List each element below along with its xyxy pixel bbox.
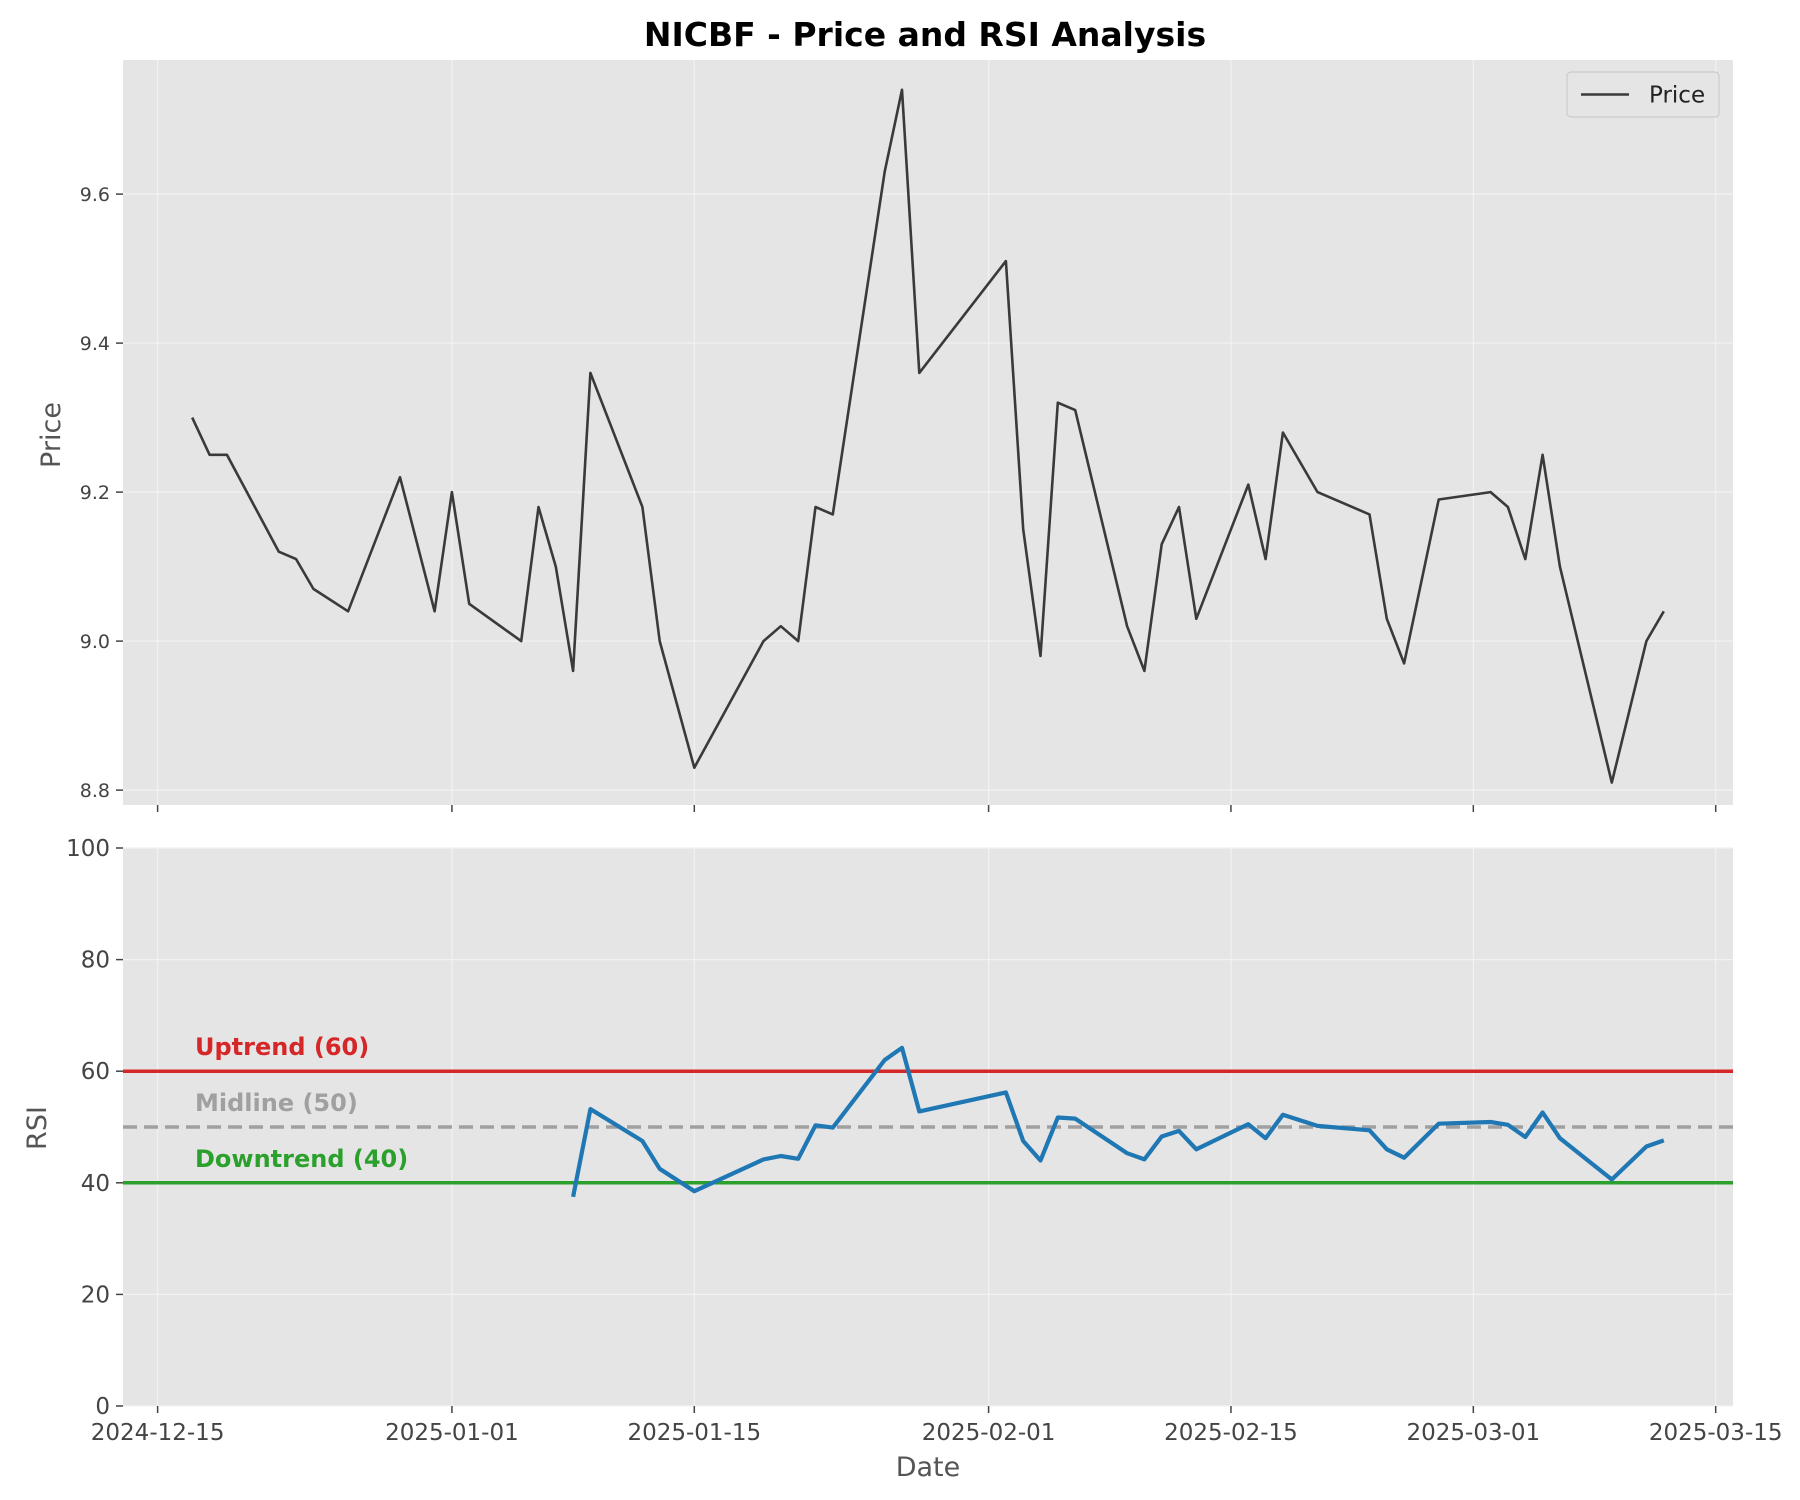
price-panel-background bbox=[123, 60, 1733, 805]
price-panel-ytick-label-4: 9.6 bbox=[80, 184, 110, 206]
price-panel-ytick-label-1: 9.0 bbox=[80, 631, 110, 653]
rsi-panel-ytick-label-4: 80 bbox=[81, 948, 110, 974]
rsi-panel-ytick-label-2: 40 bbox=[81, 1171, 110, 1197]
x-tick-label-1: 2025-01-01 bbox=[385, 1420, 519, 1446]
rsi-series-line bbox=[571, 1045, 1665, 1198]
x-tick-label-3: 2025-02-01 bbox=[922, 1420, 1056, 1446]
x-tick-label-2: 2025-01-15 bbox=[627, 1420, 761, 1446]
price-panel-ytick-label-2: 9.2 bbox=[80, 482, 110, 504]
rsi-panel-ytick-label-3: 60 bbox=[81, 1059, 110, 1085]
x-tick-label-6: 2025-03-15 bbox=[1649, 1420, 1783, 1446]
reference-lines bbox=[123, 1069, 1733, 1185]
price-axis-label: Price bbox=[36, 402, 67, 468]
x-tick-label-5: 2025-03-01 bbox=[1406, 1420, 1540, 1446]
text-labels: NICBF - Price and RSI Analysis Price RSI… bbox=[22, 15, 1783, 1483]
x-axis-label: Date bbox=[896, 1452, 961, 1483]
x-tick-label-0: 2024-12-15 bbox=[91, 1420, 225, 1446]
chart-title: NICBF - Price and RSI Analysis bbox=[644, 15, 1206, 54]
downtrend-label: Downtrend (40) bbox=[195, 1145, 408, 1173]
rsi-panel-ytick-label-5: 100 bbox=[66, 836, 110, 862]
price-panel-ytick-label-3: 9.4 bbox=[80, 333, 110, 355]
price-series-line bbox=[191, 88, 1665, 784]
axis-ticks bbox=[116, 193, 1717, 1413]
panel-backgrounds bbox=[123, 60, 1733, 1406]
x-tick-label-4: 2025-02-15 bbox=[1164, 1420, 1298, 1446]
uptrend-label: Uptrend (60) bbox=[195, 1033, 369, 1061]
legend-price-label: Price bbox=[1649, 83, 1705, 109]
rsi-panel-ytick-label-1: 20 bbox=[81, 1282, 110, 1308]
series-lines bbox=[191, 88, 1665, 1198]
price-legend: Price bbox=[1566, 71, 1720, 118]
price-panel-ytick-label-0: 8.8 bbox=[80, 780, 110, 802]
midline-label: Midline (50) bbox=[195, 1089, 358, 1117]
rsi-panel-ytick-label-0: 0 bbox=[95, 1394, 110, 1420]
rsi-axis-label: RSI bbox=[22, 1106, 53, 1150]
legend-box bbox=[1566, 71, 1720, 118]
